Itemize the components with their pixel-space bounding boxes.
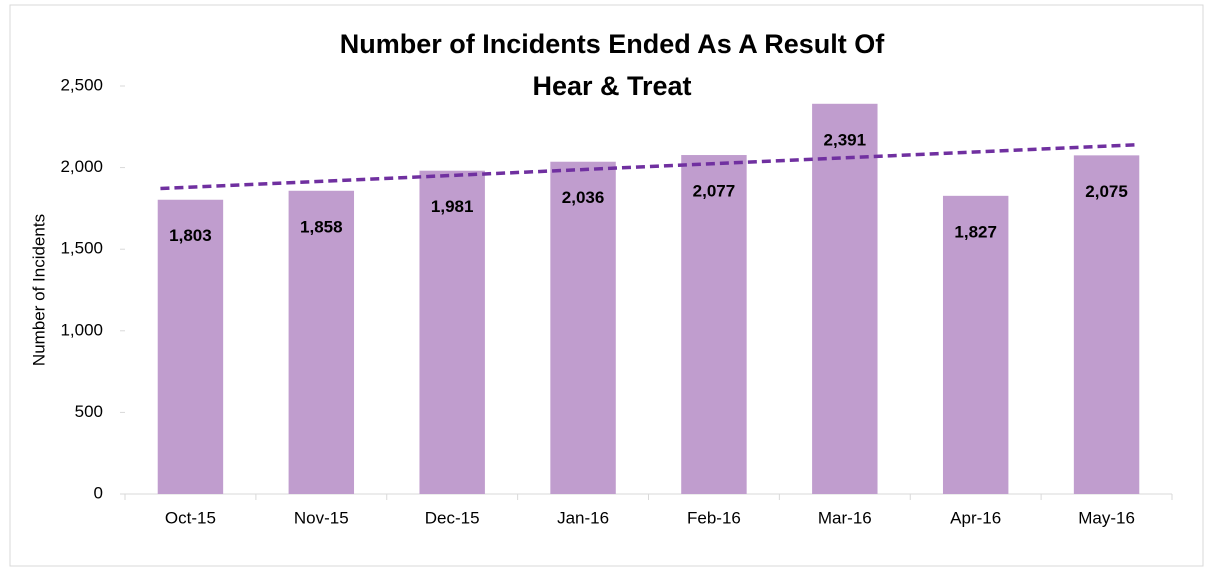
y-tick-label: 2,500 <box>60 75 103 94</box>
data-label: 1,981 <box>431 197 474 216</box>
bar <box>419 170 485 494</box>
x-tick-label: Apr-16 <box>950 508 1001 527</box>
chart-title: Number of Incidents Ended As A Result Of <box>340 29 886 59</box>
x-tick-label: Dec-15 <box>425 508 480 527</box>
y-tick-label: 1,000 <box>60 320 103 339</box>
bar <box>288 190 355 494</box>
x-tick-label: Oct-15 <box>165 508 216 527</box>
x-tick-label: Mar-16 <box>818 508 872 527</box>
x-tick-label: Nov-15 <box>294 508 349 527</box>
data-label: 1,803 <box>169 226 212 245</box>
data-label: 2,391 <box>824 130 867 149</box>
bar <box>550 161 616 494</box>
x-tick-label: Feb-16 <box>687 508 741 527</box>
bar <box>157 199 224 494</box>
data-label: 2,036 <box>562 188 605 207</box>
data-label: 2,075 <box>1085 182 1128 201</box>
bar <box>681 155 747 494</box>
x-tick-label: May-16 <box>1078 508 1135 527</box>
data-label: 2,077 <box>693 182 736 201</box>
y-tick-label: 2,000 <box>60 157 103 176</box>
y-tick-label: 1,500 <box>60 239 103 258</box>
y-tick-label: 500 <box>75 402 103 421</box>
chart-title: Hear & Treat <box>532 71 691 101</box>
trendline <box>160 142 1137 191</box>
bar <box>942 195 1009 494</box>
y-axis-label: Number of Incidents <box>29 214 48 366</box>
bar <box>1073 155 1140 495</box>
x-tick-label: Jan-16 <box>557 508 609 527</box>
data-label: 1,827 <box>954 222 997 241</box>
bar <box>812 103 878 494</box>
y-tick-label: 0 <box>94 483 103 502</box>
data-label: 1,858 <box>300 217 343 236</box>
